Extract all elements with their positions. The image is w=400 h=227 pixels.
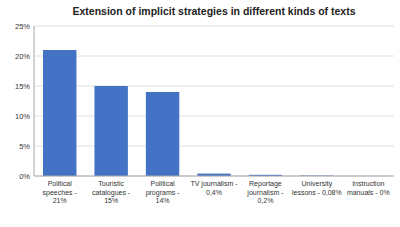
x-tick-label: Touristiccatalogues -15% [92,180,131,204]
y-tick-label: 25% [15,22,30,31]
x-tick-label: TV journalism -0,4% [190,180,238,196]
y-tick-label: 5% [19,142,30,151]
grid-line [34,86,394,87]
bar [146,92,179,176]
grid-line [34,116,394,117]
y-tick-label: 10% [15,112,30,121]
bars [43,50,334,176]
y-tick-label: 20% [15,52,30,61]
x-axis [34,176,394,177]
grid-line [34,146,394,147]
chart: Extension of implicit strategies in diff… [0,0,400,227]
grid-line [34,26,394,27]
grid-line [34,56,394,57]
x-tick-label: Politicalspeeches -21% [43,180,78,204]
bar [94,86,127,176]
title: Extension of implicit strategies in diff… [73,5,356,17]
grid-line [34,176,394,177]
y-axis [34,26,35,176]
y-tick-label: 15% [15,82,30,91]
y-tick-label: 0% [19,172,30,181]
bar [43,50,76,176]
chart-container: Extension of implicit strategies in diff… [0,0,400,227]
x-tick-label: Universitylessons - 0,08% [292,180,342,196]
x-tick-label: Politicalprograms -14% [146,180,181,204]
x-tick-label: Instructionmanuals - 0% [347,180,390,196]
x-tick-label: Reportagejournalism -0,2% [246,180,284,204]
